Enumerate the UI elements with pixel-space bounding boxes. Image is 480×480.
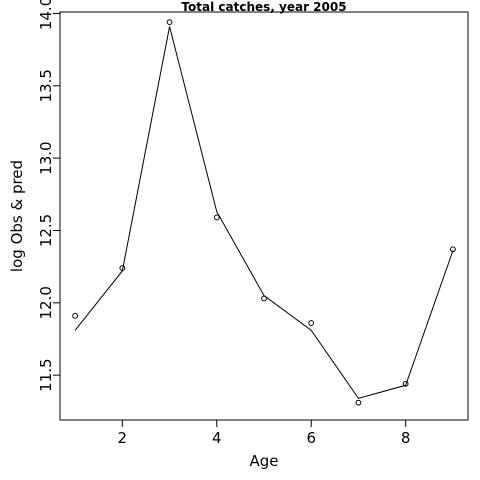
y-tick-label: 11.5 xyxy=(37,358,55,391)
y-tick-label: 13.0 xyxy=(37,141,55,174)
y-tick-label: 12.5 xyxy=(37,214,55,247)
observed-point xyxy=(308,320,315,326)
y-axis-label: log Obs & pred xyxy=(8,160,26,272)
y-axis: 11.5 12.0 12.5 13.0 13.5 14.0 xyxy=(37,0,61,392)
y-tick-label: 12.0 xyxy=(37,286,55,319)
plot-frame xyxy=(59,11,469,421)
x-tick-label: 4 xyxy=(212,429,222,447)
x-tick-label: 6 xyxy=(306,429,316,447)
chart-title: Total catches, year 2005 xyxy=(181,0,346,14)
observed-point xyxy=(213,214,220,221)
x-tick-label: 8 xyxy=(401,429,411,447)
observed-point xyxy=(166,19,173,26)
observed-point xyxy=(402,380,409,387)
predicted-line xyxy=(74,26,454,399)
series-layer xyxy=(72,19,456,406)
x-axis: 2 4 6 8 xyxy=(118,419,411,447)
x-tick-label: 2 xyxy=(118,429,128,447)
x-axis-label: Age xyxy=(249,452,278,470)
y-tick-label: 14.0 xyxy=(37,0,55,30)
observed-point xyxy=(72,312,79,319)
y-tick-label: 13.5 xyxy=(37,69,55,102)
observed-point xyxy=(355,399,362,406)
